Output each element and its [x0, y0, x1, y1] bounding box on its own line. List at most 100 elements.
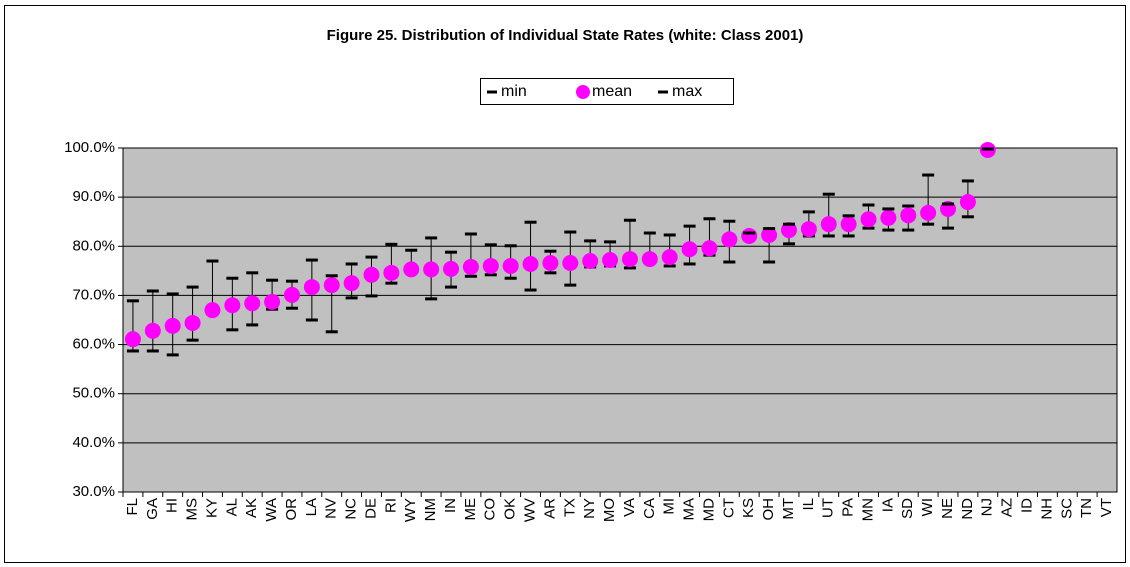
x-tick-label: CO	[482, 498, 499, 521]
mean-marker	[681, 241, 698, 258]
mean-marker	[363, 266, 380, 283]
x-tick-label: IN	[442, 498, 459, 513]
x-tick-label: AR	[541, 498, 558, 519]
mean-marker	[840, 216, 857, 233]
mean-marker	[164, 317, 181, 334]
x-tick-label: MA	[681, 498, 698, 521]
mean-marker	[780, 222, 797, 239]
mean-marker	[343, 275, 360, 292]
x-tick-label: MS	[184, 498, 201, 521]
x-tick-label: WV	[522, 498, 539, 522]
mean-marker	[741, 227, 758, 244]
x-tick-label: AL	[223, 498, 240, 516]
x-tick-label: NV	[323, 498, 340, 519]
mean-marker	[502, 257, 519, 274]
mean-marker	[542, 254, 559, 271]
x-tick-label: ID	[1019, 498, 1036, 513]
mean-marker	[820, 216, 837, 233]
y-tick-label: 30.0%	[72, 483, 115, 500]
mean-marker	[204, 302, 221, 319]
mean-marker	[562, 254, 579, 271]
x-tick-label: OK	[502, 498, 519, 520]
mean-marker	[283, 286, 300, 303]
x-tick-label: NE	[939, 498, 956, 519]
x-tick-label: MN	[859, 498, 876, 521]
y-tick-label: 50.0%	[72, 385, 115, 402]
mean-marker	[124, 331, 141, 348]
x-tick-label: FL	[124, 498, 141, 516]
mean-marker	[900, 207, 917, 224]
x-tick-label: GA	[144, 498, 161, 520]
mean-marker	[621, 251, 638, 268]
mean-marker	[860, 211, 877, 228]
mean-marker	[303, 279, 320, 296]
x-tick-label: KS	[740, 498, 757, 518]
mean-marker	[602, 252, 619, 269]
x-tick-label: TX	[561, 498, 578, 517]
mean-marker	[224, 297, 241, 314]
x-tick-label: IL	[800, 498, 817, 511]
mean-marker	[244, 295, 261, 312]
x-tick-label: SD	[899, 498, 916, 519]
x-tick-label: ND	[959, 498, 976, 520]
x-tick-label: VT	[1098, 498, 1115, 517]
x-tick-label: OH	[760, 498, 777, 521]
x-tick-label: RI	[382, 498, 399, 513]
mean-marker	[482, 257, 499, 274]
mean-marker	[582, 253, 599, 270]
x-tick-label: NC	[343, 498, 360, 520]
x-tick-label: LA	[303, 498, 320, 516]
x-tick-label: SC	[1058, 498, 1075, 519]
x-tick-label: KY	[203, 498, 220, 518]
legend-label: mean	[592, 83, 632, 100]
legend-box	[480, 78, 734, 105]
x-tick-label: MO	[601, 498, 618, 522]
mean-marker	[721, 231, 738, 248]
mean-marker	[323, 277, 340, 294]
chart-title: Figure 25. Distribution of Individual St…	[327, 27, 804, 44]
y-tick-label: 90.0%	[72, 188, 115, 205]
mean-marker	[462, 258, 479, 275]
mean-marker	[403, 261, 420, 278]
mean-marker	[264, 293, 281, 310]
y-tick-label: 100.0%	[64, 139, 115, 156]
x-tick-label: WI	[919, 498, 936, 516]
mean-marker	[959, 194, 976, 211]
x-tick-label: UT	[820, 498, 837, 518]
legend-marker	[576, 85, 590, 99]
x-tick-label: DE	[362, 498, 379, 519]
mean-marker	[641, 251, 658, 268]
y-tick-label: 40.0%	[72, 434, 115, 451]
mean-marker	[800, 221, 817, 238]
legend-label: min	[501, 83, 527, 100]
x-tick-label: TN	[1078, 498, 1095, 518]
mean-marker	[184, 314, 201, 331]
mean-marker	[423, 261, 440, 278]
mean-marker	[383, 264, 400, 281]
x-tick-label: WY	[402, 498, 419, 522]
mean-marker	[443, 260, 460, 277]
legend-label: max	[672, 83, 702, 100]
x-tick-label: WA	[263, 498, 280, 522]
x-tick-label: MI	[661, 498, 678, 515]
x-tick-label: VA	[621, 498, 638, 517]
x-tick-label: NH	[1038, 498, 1055, 520]
y-tick-label: 80.0%	[72, 237, 115, 254]
mean-marker	[920, 204, 937, 221]
mean-marker	[144, 322, 161, 339]
x-tick-label: NJ	[979, 498, 996, 516]
x-tick-label: NY	[581, 498, 598, 519]
mean-marker	[661, 249, 678, 266]
y-tick-label: 60.0%	[72, 336, 115, 353]
x-tick-label: MT	[780, 498, 797, 520]
x-tick-label: IA	[879, 498, 896, 512]
x-tick-label: PA	[840, 498, 857, 517]
x-tick-label: OR	[283, 498, 300, 521]
x-tick-label: MD	[700, 498, 717, 521]
mean-marker	[701, 240, 718, 257]
mean-marker	[761, 226, 778, 243]
x-tick-label: HI	[164, 498, 181, 513]
x-tick-label: ME	[462, 498, 479, 521]
